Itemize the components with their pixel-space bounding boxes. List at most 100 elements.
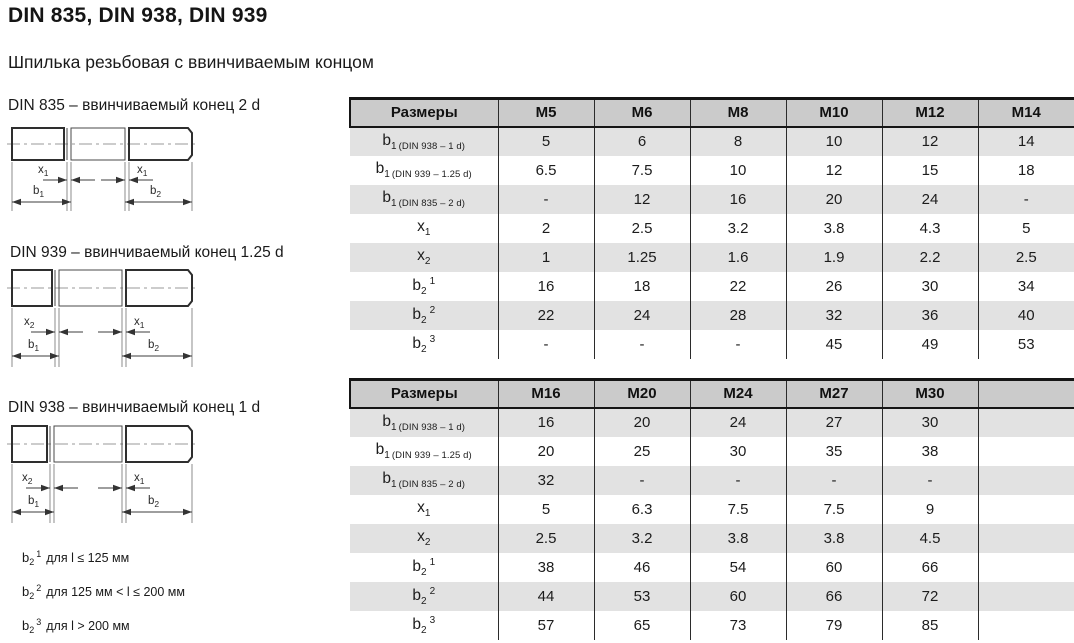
size-column-header: M20 bbox=[593, 379, 690, 409]
label-sup: 2 bbox=[429, 304, 436, 316]
dim-label-x1-right: x1 bbox=[134, 472, 144, 486]
value-cell: 2.5 bbox=[497, 523, 594, 553]
header-row: Размеры M5 M6 M8 M10 M12 M14 bbox=[349, 98, 1074, 128]
value-cell: 16 bbox=[689, 184, 786, 214]
table-row: b22 22 24 28 32 36 40 bbox=[350, 300, 1074, 330]
drawing-caption-din938: DIN 938 – ввинчиваемый конец 1 d bbox=[8, 399, 261, 416]
stud-drawing-din939: x2 x1 b1 b2 bbox=[6, 264, 201, 372]
value-cell: 46 bbox=[593, 552, 690, 582]
spec-table-m16-m30: Размеры M16 M20 M24 M27 M30 b1 (DIN 938 – 1 d)… bbox=[349, 378, 1074, 640]
label-base: b bbox=[148, 495, 155, 507]
label-sup: 1 bbox=[429, 556, 436, 568]
value-cell: 15 bbox=[881, 155, 978, 185]
label-note: (DIN 835 – 2 d) bbox=[398, 479, 466, 490]
size-column-header: M5 bbox=[497, 98, 594, 128]
dim-label-x2-left: x2 bbox=[22, 472, 32, 486]
value-cell: 7.5 bbox=[785, 494, 882, 524]
label-base: b bbox=[28, 495, 35, 507]
value-cell: 57 bbox=[497, 610, 594, 640]
value-cell: 22 bbox=[497, 300, 594, 330]
value-cell: 27 bbox=[785, 407, 882, 437]
header-row: Размеры M16 M20 M24 M27 M30 bbox=[349, 379, 1074, 409]
value-cell: 10 bbox=[689, 155, 786, 185]
label-sub: 2 bbox=[421, 566, 427, 578]
value-cell: 32 bbox=[785, 300, 882, 330]
table-row: b1 (DIN 835 – 2 d) 32- - - - bbox=[350, 465, 1074, 495]
label-base: b bbox=[412, 276, 421, 294]
value-cell: - bbox=[881, 465, 978, 495]
value-cell: 35 bbox=[785, 436, 882, 466]
value-cell: 38 bbox=[497, 552, 594, 582]
value-cell: 12 bbox=[593, 184, 690, 214]
value-cell: 24 bbox=[881, 184, 978, 214]
value-cell: - bbox=[497, 184, 594, 214]
value-cell bbox=[977, 581, 1074, 611]
value-cell: 18 bbox=[593, 271, 690, 301]
value-cell bbox=[977, 465, 1074, 495]
value-cell: 1 bbox=[497, 242, 594, 272]
label-text: для l > 200 мм bbox=[46, 619, 130, 633]
label-sub: 1 bbox=[39, 189, 45, 199]
row-label: x1 bbox=[350, 495, 498, 524]
value-cell: 2.5 bbox=[593, 213, 690, 243]
label-note: (DIN 939 – 1.25 d) bbox=[391, 169, 472, 180]
value-cell: 45 bbox=[785, 329, 882, 359]
label-text: для l ≤ 125 мм bbox=[46, 551, 130, 565]
label-sub: 2 bbox=[421, 595, 427, 607]
footnotes: b21 для l ≤ 125 мм b22 для 125 мм < l ≤ 20… bbox=[22, 549, 185, 643]
footnote-b2-1: b21 для l ≤ 125 мм bbox=[22, 549, 185, 569]
dim-label-b2: b2 bbox=[148, 339, 159, 353]
label-base: b bbox=[22, 584, 30, 599]
stud-drawing-icon bbox=[7, 269, 199, 367]
row-label: b22 bbox=[350, 300, 498, 330]
table-row: x2 2.5 3.2 3.8 3.8 4.5 bbox=[350, 523, 1074, 553]
value-cell: 30 bbox=[881, 271, 978, 301]
row-label: b1 (DIN 939 – 1.25 d) bbox=[350, 156, 498, 185]
value-cell bbox=[977, 436, 1074, 466]
value-cell bbox=[977, 552, 1074, 582]
row-label: b1 (DIN 835 – 2 d) bbox=[350, 184, 498, 214]
value-cell: 3.2 bbox=[689, 213, 786, 243]
label-sub: 1 bbox=[424, 227, 431, 238]
value-cell: 1.9 bbox=[785, 242, 882, 272]
label-sub: 2 bbox=[421, 314, 427, 326]
size-column-header: M14 bbox=[977, 98, 1074, 128]
label-base: b bbox=[412, 586, 421, 604]
label-sup: 2 bbox=[429, 585, 436, 597]
label-base: b bbox=[375, 441, 385, 458]
label-sup: 3 bbox=[429, 333, 436, 345]
value-cell: 38 bbox=[881, 436, 978, 466]
value-cell: 30 bbox=[689, 436, 786, 466]
value-cell: 8 bbox=[689, 126, 786, 156]
value-cell: 22 bbox=[689, 271, 786, 301]
table-row: b21 38 46 54 60 66 bbox=[350, 552, 1074, 582]
value-cell: 6.5 bbox=[497, 155, 594, 185]
label-text: для 125 мм < l ≤ 200 мм bbox=[46, 585, 185, 599]
table-row: x2 1 1.25 1.6 1.9 2.2 2.5 bbox=[350, 242, 1074, 272]
value-cell: 7.5 bbox=[689, 494, 786, 524]
value-cell: 2.5 bbox=[977, 242, 1074, 272]
row-label: b1 (DIN 835 – 2 d) bbox=[350, 465, 498, 495]
label-base: b bbox=[412, 334, 421, 352]
label-base: b bbox=[412, 615, 421, 633]
label-sub: 1 bbox=[384, 169, 390, 180]
value-cell: 44 bbox=[497, 581, 594, 611]
dim-label-b1: b1 bbox=[33, 185, 44, 199]
value-cell: 5 bbox=[497, 126, 594, 156]
value-cell: 6.3 bbox=[593, 494, 690, 524]
label-sub: 2 bbox=[154, 499, 160, 509]
footnote-b2-3: b23 для l > 200 мм bbox=[22, 617, 185, 637]
value-cell: 73 bbox=[689, 610, 786, 640]
stud-drawing-icon bbox=[7, 127, 199, 211]
value-cell: 79 bbox=[785, 610, 882, 640]
row-label: b23 bbox=[350, 611, 498, 640]
value-cell bbox=[977, 523, 1074, 553]
label-sup: 1 bbox=[36, 549, 42, 559]
label-base: b bbox=[382, 131, 392, 149]
value-cell: 60 bbox=[689, 581, 786, 611]
row-label: x2 bbox=[350, 523, 498, 553]
value-cell bbox=[977, 407, 1074, 437]
value-cell: 20 bbox=[497, 436, 594, 466]
value-cell: 49 bbox=[881, 329, 978, 359]
